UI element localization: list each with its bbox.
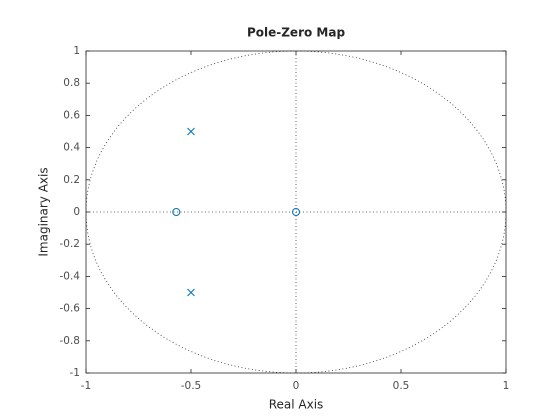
- x-tick-label: -1: [81, 380, 91, 392]
- y-tick-label: -0.4: [60, 270, 81, 282]
- x-tick-label: -0.5: [181, 380, 202, 392]
- y-tick-label: 0: [73, 206, 80, 218]
- chart-title: Pole-Zero Map: [247, 26, 345, 40]
- y-tick-label: 1: [73, 45, 80, 57]
- y-tick-label: -1: [70, 367, 80, 379]
- y-tick-label: -0.6: [60, 303, 81, 315]
- pole-marker: [187, 127, 195, 136]
- y-tick-label: 0.2: [63, 174, 80, 186]
- y-tick-label: 0.8: [63, 77, 80, 89]
- y-tick-label: 0.6: [63, 109, 80, 121]
- zero-marker: [292, 208, 300, 216]
- y-tick-label: 0.4: [63, 142, 80, 154]
- x-tick-label: 0: [293, 380, 300, 392]
- y-axis-label: Imaginary Axis: [37, 167, 51, 256]
- x-axis-label: Real Axis: [269, 398, 324, 412]
- y-tick-label: -0.8: [60, 335, 81, 347]
- x-tick-label: 0.5: [393, 380, 410, 392]
- y-tick-label: -0.2: [60, 238, 81, 250]
- pole-marker: [187, 288, 195, 297]
- zero-marker: [172, 208, 181, 216]
- x-tick-label: 1: [503, 380, 510, 392]
